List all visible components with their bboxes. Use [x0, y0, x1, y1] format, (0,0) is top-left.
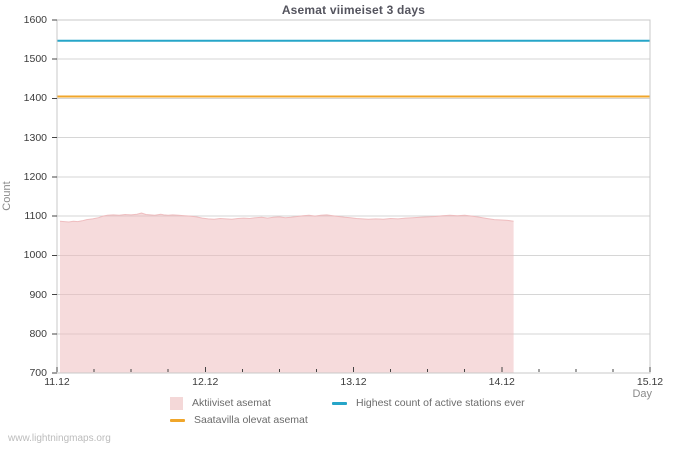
- watermark-link: www.lightningmaps.org: [8, 433, 111, 444]
- x-tick-label: 11.12: [44, 376, 70, 388]
- legend-item-available-stations: Saatavilla olevat asemat: [170, 413, 332, 427]
- legend-label: Saatavilla olevat asemat: [194, 414, 308, 426]
- area-swatch-icon: [170, 396, 183, 410]
- y-tick-label: 1000: [23, 249, 47, 262]
- x-tick-label: 12.12: [192, 376, 219, 388]
- y-tick-label: 1400: [23, 92, 47, 105]
- y-tick-label: 1100: [24, 210, 47, 223]
- x-tick-label: 14.12: [488, 376, 515, 388]
- legend-item-highest-count: Highest count of active stations ever: [332, 396, 525, 410]
- legend: Aktiiviset asemat Highest count of activ…: [170, 396, 525, 427]
- legend-label: Highest count of active stations ever: [356, 397, 525, 409]
- x-tick-label: 15.12: [636, 376, 664, 388]
- legend-item-active-stations: Aktiiviset asemat: [170, 396, 332, 410]
- line-swatch-icon: [332, 401, 347, 405]
- y-tick-label: 1200: [23, 170, 47, 183]
- y-tick-label: 700: [29, 367, 47, 379]
- y-tick-label: 900: [29, 288, 47, 301]
- y-tick-label: 1500: [23, 53, 47, 66]
- chart-title: Asemat viimeiset 3 days: [281, 3, 426, 17]
- line-swatch-icon: [170, 418, 185, 422]
- y-tick-label: 800: [29, 327, 47, 340]
- legend-label: Aktiiviset asemat: [192, 397, 271, 409]
- y-tick-label: 1300: [23, 131, 47, 144]
- y-tick-label: 1600: [23, 14, 47, 26]
- x-tick-label: 13.12: [340, 376, 367, 388]
- x-axis-label: Day: [632, 388, 652, 400]
